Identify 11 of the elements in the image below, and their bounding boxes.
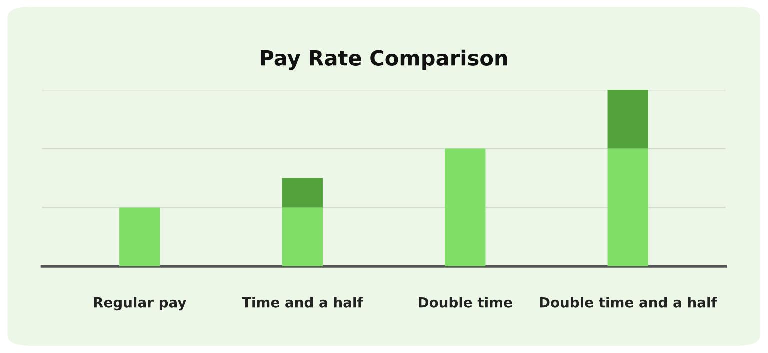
x-tick-label: Double time xyxy=(419,297,512,308)
x-tick-label: Time and a half xyxy=(242,297,364,308)
bar xyxy=(282,178,323,208)
bar xyxy=(120,208,160,267)
bar xyxy=(445,148,486,267)
x-tick-label: Double time and a half xyxy=(540,297,718,308)
x-tick-label: Regular pay xyxy=(94,297,186,311)
bar xyxy=(608,90,648,149)
bar xyxy=(608,148,648,267)
bar xyxy=(282,208,323,267)
chart-title: Pay Rate Comparison xyxy=(261,50,508,70)
